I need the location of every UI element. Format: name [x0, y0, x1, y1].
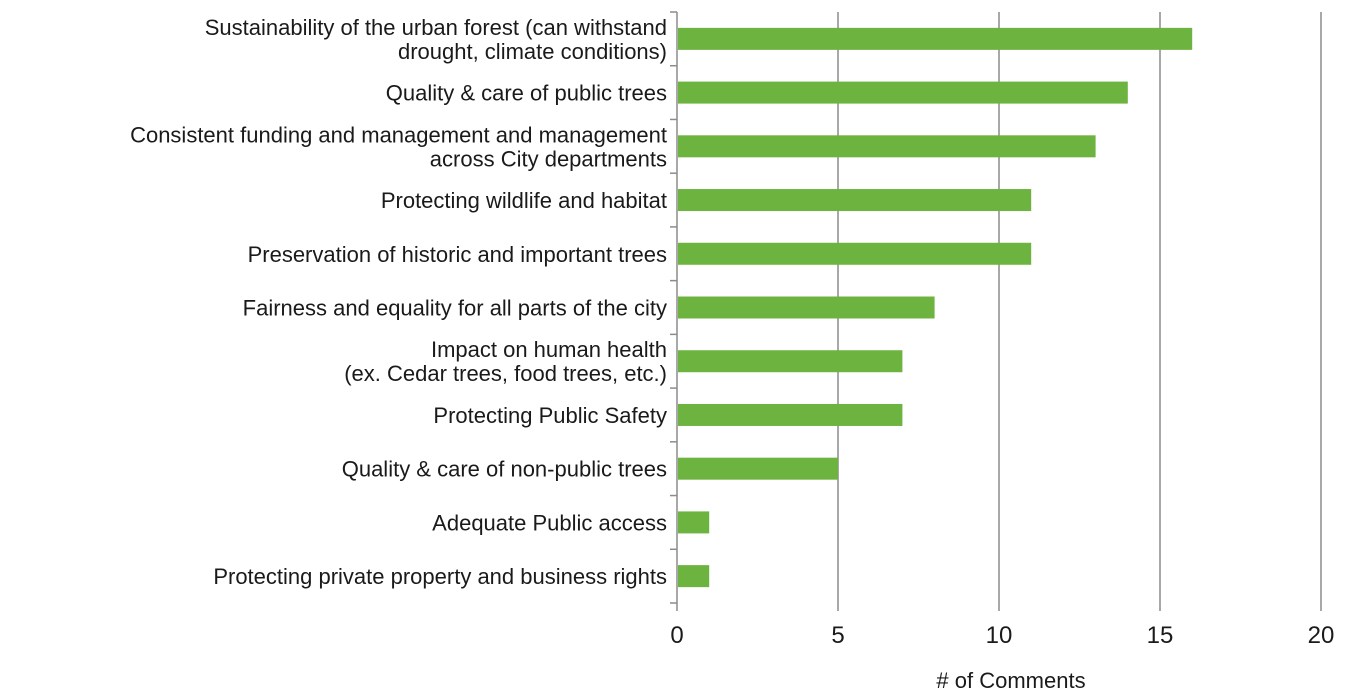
- x-axis-title: # of Comments: [936, 668, 1085, 692]
- category-label-2: Consistent funding and management and ma…: [130, 122, 667, 171]
- category-label-6: Impact on human health (ex. Cedar trees, …: [344, 337, 667, 386]
- category-label-7: Protecting Public Safety: [433, 403, 667, 428]
- y-axis: [670, 11, 678, 611]
- category-label-line: Impact on human health: [431, 337, 667, 362]
- category-label-line: Consistent funding and management and ma…: [130, 122, 667, 147]
- category-label-3: Protecting wildlife and habitat: [381, 188, 667, 213]
- x-tick-label-10: 10: [986, 622, 1013, 649]
- bar-8: [678, 457, 838, 480]
- category-label-line: Fairness and equality for all parts of t…: [243, 296, 667, 321]
- category-label-line: Adequate Public access: [432, 510, 667, 535]
- x-tick-label-5: 5: [831, 622, 844, 649]
- category-label-0: Sustainability of the urban forest (can …: [205, 15, 667, 64]
- category-label-line: Protecting wildlife and habitat: [381, 188, 667, 213]
- category-label-10: Protecting private property and business…: [213, 564, 667, 589]
- bar-5: [678, 296, 935, 319]
- category-label-line: (ex. Cedar trees, food trees, etc.): [344, 361, 667, 386]
- x-tick-labels: 0 5 10 15 20: [670, 622, 1334, 649]
- x-tick-label-20: 20: [1308, 622, 1335, 649]
- category-label-line: Quality & care of public trees: [386, 81, 667, 106]
- bar-2: [678, 135, 1096, 158]
- category-label-4: Preservation of historic and important t…: [248, 242, 667, 267]
- bar-1: [678, 81, 1128, 104]
- bars: [678, 27, 1193, 588]
- category-label-line: Preservation of historic and important t…: [248, 242, 667, 267]
- category-label-line: Protecting Public Safety: [433, 403, 667, 428]
- bar-10: [678, 565, 710, 588]
- x-tick-label-0: 0: [670, 622, 683, 649]
- category-label-line: Quality & care of non-public trees: [342, 457, 667, 482]
- category-label-9: Adequate Public access: [432, 510, 667, 535]
- category-label-line: Protecting private property and business…: [213, 564, 667, 589]
- category-label-line: drought, climate conditions): [398, 39, 667, 64]
- category-label-1: Quality & care of public trees: [386, 81, 667, 106]
- x-tick-label-15: 15: [1147, 622, 1174, 649]
- bar-9: [678, 511, 710, 534]
- category-label-line: Sustainability of the urban forest (can …: [205, 15, 667, 40]
- category-label-8: Quality & care of non-public trees: [342, 457, 667, 482]
- bar-3: [678, 189, 1032, 212]
- bar-0: [678, 27, 1193, 50]
- category-label-line: across City departments: [430, 146, 667, 171]
- bar-7: [678, 403, 903, 426]
- category-labels: Sustainability of the urban forest (can …: [130, 15, 667, 589]
- bar-6: [678, 350, 903, 373]
- bar-4: [678, 242, 1032, 265]
- category-label-5: Fairness and equality for all parts of t…: [243, 296, 667, 321]
